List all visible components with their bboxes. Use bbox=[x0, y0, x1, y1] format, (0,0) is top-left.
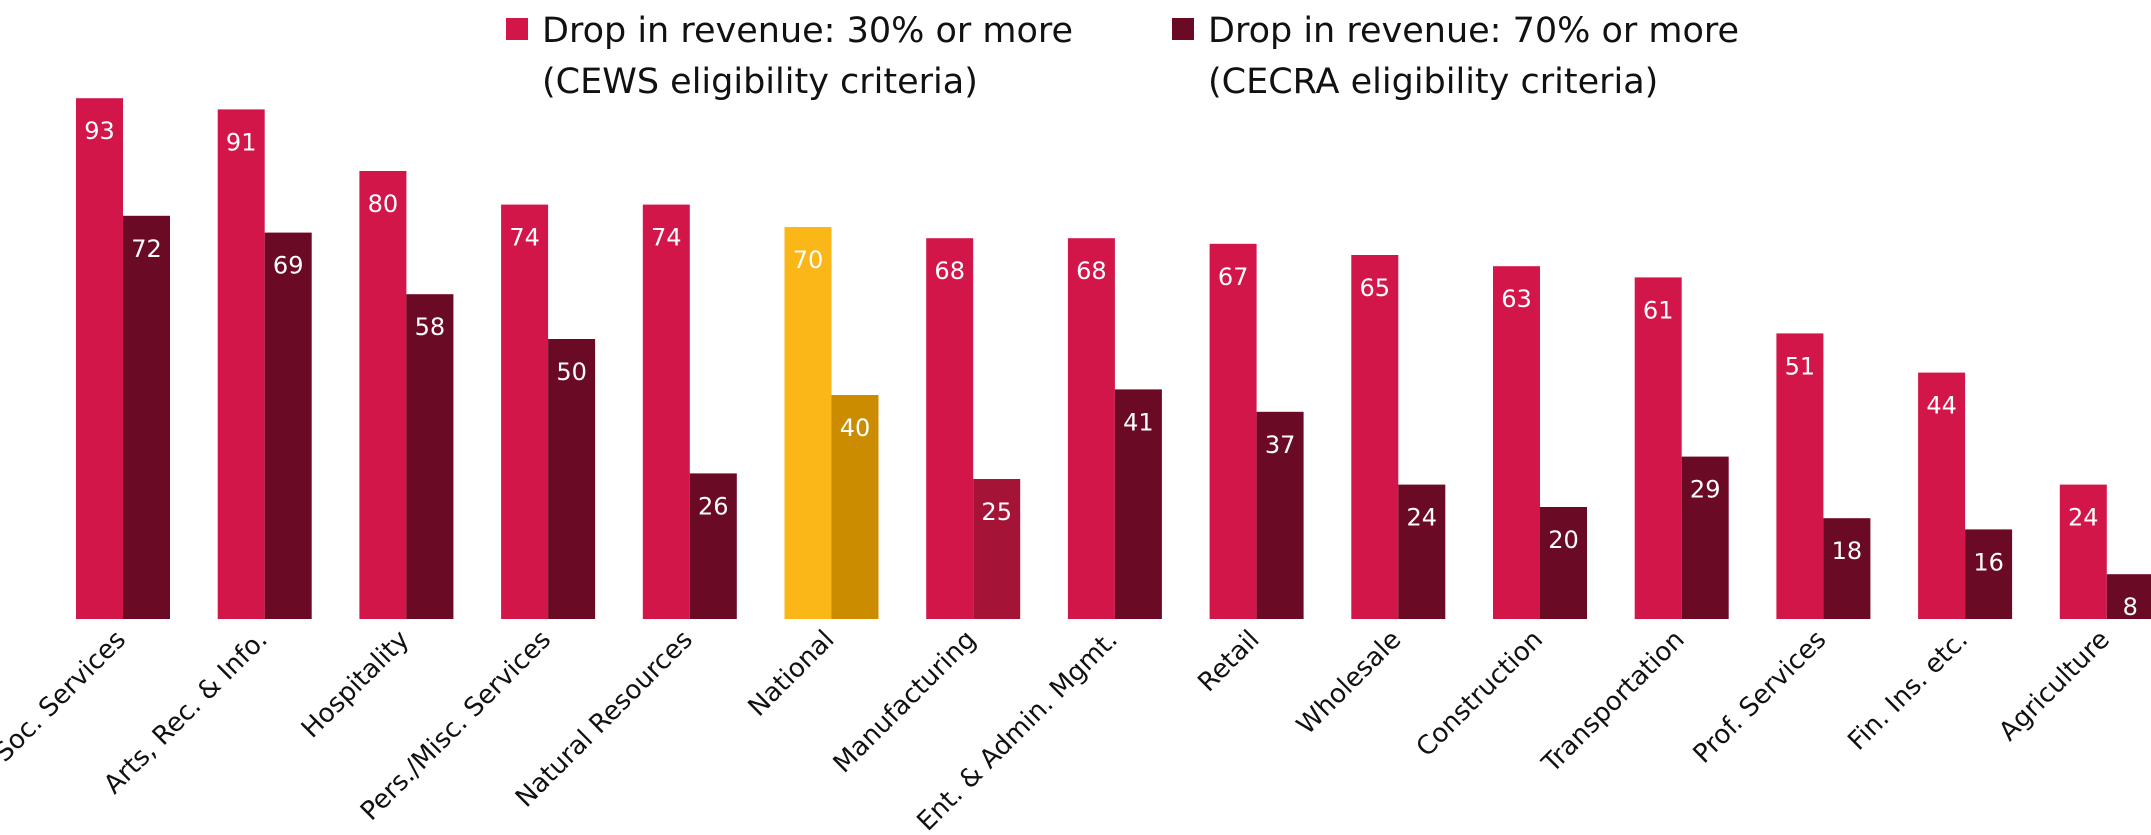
x-tick-label-9: Retail bbox=[1192, 625, 1265, 698]
bar-series1-7 bbox=[926, 238, 974, 619]
bar-series1-13 bbox=[1776, 333, 1824, 619]
bar-series2-13 bbox=[1823, 518, 1871, 619]
data-label-series1-7: 68 bbox=[934, 257, 965, 285]
bar-series1-3 bbox=[359, 171, 407, 619]
data-label-series2-8: 41 bbox=[1123, 408, 1154, 436]
data-label-series2-15: 8 bbox=[2123, 593, 2138, 621]
bar-series2-2 bbox=[264, 232, 312, 619]
data-label-series1-4: 74 bbox=[509, 224, 540, 252]
bar-series1-12 bbox=[1634, 277, 1682, 619]
data-label-series1-8: 68 bbox=[1076, 257, 1107, 285]
bar-series2-8 bbox=[1114, 389, 1162, 619]
bar-series1-8 bbox=[1067, 238, 1115, 619]
legend-label-1-line1: Drop in revenue: 30% or more bbox=[542, 11, 1074, 51]
data-label-series2-7: 25 bbox=[981, 498, 1012, 526]
legend-item-2: Drop in revenue: 70% or more (CECRA elig… bbox=[1172, 6, 1739, 108]
x-tick-label-15: Agriculture bbox=[1993, 625, 2115, 747]
data-label-series2-5: 26 bbox=[698, 492, 729, 520]
data-label-series2-6: 40 bbox=[840, 414, 871, 442]
data-label-series2-2: 69 bbox=[273, 252, 304, 280]
x-tick-label-12: Transportation bbox=[1536, 625, 1691, 780]
legend-item-1: Drop in revenue: 30% or more (CEWS eligi… bbox=[506, 6, 1073, 108]
data-label-series1-5: 74 bbox=[651, 224, 682, 252]
x-tick-label-3: Hospitality bbox=[296, 625, 415, 744]
x-tick-label-10: Wholesale bbox=[1291, 625, 1407, 741]
bar-series1-4 bbox=[501, 204, 549, 619]
bar-series2-12 bbox=[1681, 456, 1729, 619]
bar-series1-2 bbox=[217, 109, 265, 620]
bar-series1-6 bbox=[784, 227, 832, 619]
data-label-series1-12: 61 bbox=[1643, 296, 1674, 324]
data-label-series2-3: 58 bbox=[415, 313, 446, 341]
data-label-series1-2: 91 bbox=[226, 128, 257, 156]
data-label-series2-14: 16 bbox=[1973, 548, 2004, 576]
bar-series1-1 bbox=[76, 98, 123, 619]
bar-series2-7 bbox=[973, 479, 1021, 619]
data-label-series2-11: 20 bbox=[1548, 526, 1579, 554]
x-tick-label-7: Manufacturing bbox=[828, 625, 982, 779]
bar-series2-11 bbox=[1540, 507, 1587, 619]
legend-label-1-line2: (CEWS eligibility criteria) bbox=[542, 62, 978, 102]
x-tick-label-1: Soc. Services bbox=[0, 625, 132, 768]
bar-series2-5 bbox=[689, 473, 737, 619]
x-tick-label-6: National bbox=[743, 625, 841, 723]
data-label-series2-9: 37 bbox=[1265, 431, 1296, 459]
bar-series2-9 bbox=[1256, 411, 1304, 619]
data-label-series1-14: 44 bbox=[1926, 392, 1957, 420]
data-label-series1-3: 80 bbox=[368, 190, 399, 218]
bar-series2-14 bbox=[1965, 529, 2013, 619]
data-label-series1-1: 93 bbox=[84, 117, 115, 145]
x-tick-label-14: Fin. Ins. etc. bbox=[1842, 625, 1974, 757]
legend-label-2-line2: (CECRA eligibility criteria) bbox=[1208, 62, 1659, 102]
data-label-series1-6: 70 bbox=[793, 246, 824, 274]
data-label-series1-13: 51 bbox=[1785, 352, 1816, 380]
bar-series2-4 bbox=[548, 339, 596, 619]
bar-series1-5 bbox=[642, 204, 690, 619]
data-label-series2-4: 50 bbox=[556, 358, 587, 386]
bar-series2-1 bbox=[123, 215, 170, 620]
bar-series2-6 bbox=[831, 395, 879, 619]
x-tick-label-13: Prof. Services bbox=[1688, 625, 1833, 770]
bar-series1-11 bbox=[1493, 266, 1540, 619]
legend-swatch-1 bbox=[506, 18, 528, 40]
bar-series1-10 bbox=[1351, 255, 1399, 619]
data-label-series1-9: 67 bbox=[1218, 263, 1249, 291]
data-label-series2-12: 29 bbox=[1690, 476, 1721, 504]
bar-series2-3 bbox=[406, 294, 454, 619]
data-label-series1-10: 65 bbox=[1360, 274, 1391, 302]
data-label-series2-10: 24 bbox=[1407, 504, 1438, 532]
data-label-series2-1: 72 bbox=[131, 235, 162, 263]
legend-label-2-line1: Drop in revenue: 70% or more bbox=[1208, 11, 1740, 51]
data-label-series1-11: 63 bbox=[1501, 285, 1532, 313]
data-label-series2-13: 18 bbox=[1832, 537, 1863, 565]
data-label-series1-15: 24 bbox=[2068, 504, 2099, 532]
legend-swatch-2 bbox=[1172, 18, 1194, 40]
x-tick-label-11: Construction bbox=[1411, 625, 1549, 763]
bar-series2-10 bbox=[1398, 484, 1446, 619]
bar-series1-15 bbox=[2059, 484, 2107, 619]
bar-series2-15 bbox=[2106, 574, 2151, 619]
bar-series1-14 bbox=[1918, 372, 1966, 619]
bar-series1-9 bbox=[1209, 243, 1257, 620]
